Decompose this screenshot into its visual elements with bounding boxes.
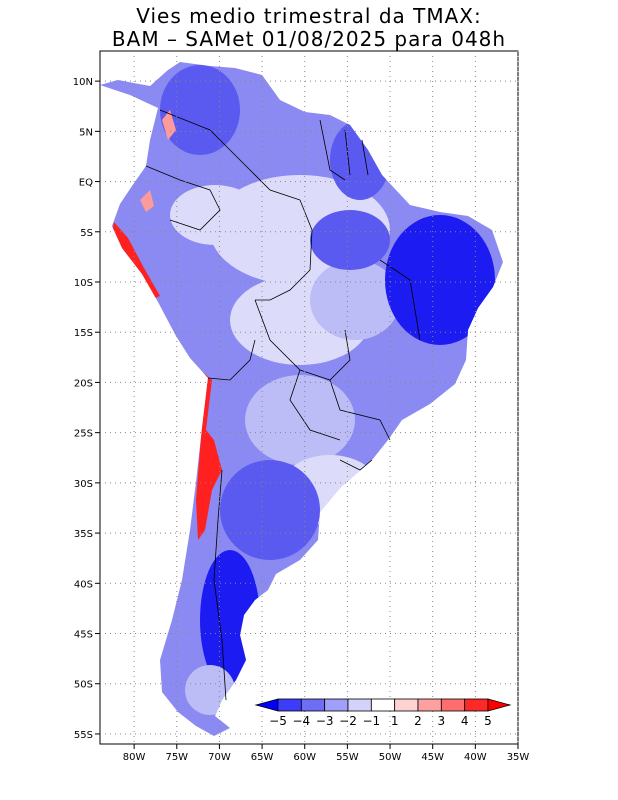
colorbar-label: 1 bbox=[391, 714, 399, 728]
lat-lon-grid bbox=[100, 51, 519, 744]
bias-region-red-colombia-andes bbox=[162, 110, 176, 140]
colorbar-box bbox=[464, 698, 489, 712]
lat-tick-label: 50S bbox=[74, 680, 93, 691]
border-colombia-venezuela bbox=[159, 109, 301, 201]
colorbar-label: 4 bbox=[461, 714, 469, 728]
lat-tick-label: 5N bbox=[79, 127, 93, 138]
border-paraguay bbox=[329, 379, 391, 441]
lon-tick-label: 60W bbox=[293, 752, 316, 763]
colorbar-label: −1 bbox=[362, 714, 380, 728]
bias-region-mid-chaco bbox=[245, 375, 355, 465]
colorbar-box bbox=[394, 698, 419, 712]
colorbar-label: 5 bbox=[484, 714, 492, 728]
bias-region-strong-para bbox=[310, 210, 390, 270]
map-title-line-2: BAM – SAMet 01/08/2025 para 048h bbox=[111, 27, 507, 51]
lon-tick-label: 35W bbox=[507, 752, 530, 763]
border-bolivia bbox=[254, 299, 351, 381]
bias-region-strong-pampas bbox=[220, 460, 320, 560]
lat-tick-label: 15S bbox=[74, 328, 93, 339]
bias-region-light-central bbox=[310, 260, 400, 340]
colorbar-box bbox=[440, 698, 466, 712]
latitude-axis: 10N 5N EQ 5S 10S 15S 20S 25S 30S 35S 40S 45S 50S 55S bbox=[73, 77, 100, 741]
longitude-axis: 80W 75W 70W 65W 60W 55W 50W 45W 40W 35W bbox=[123, 744, 530, 763]
colorbar-box bbox=[370, 698, 396, 712]
bias-field bbox=[100, 62, 503, 736]
lon-tick-label: 55W bbox=[336, 752, 359, 763]
bias-region-red-andes-chile bbox=[196, 370, 222, 540]
lat-tick-label: 5S bbox=[80, 228, 93, 239]
lon-tick-label: 70W bbox=[208, 752, 231, 763]
colorbar-extend-high bbox=[487, 698, 512, 712]
lat-tick-label: 45S bbox=[74, 630, 93, 641]
border-chile-argentina bbox=[213, 469, 227, 701]
lat-tick-label: 55S bbox=[74, 730, 93, 741]
lat-tick-label: 10S bbox=[74, 278, 93, 289]
border-guyana-suriname bbox=[344, 129, 351, 176]
border-suriname-guiana bbox=[361, 139, 369, 176]
bias-region-strong-northeast bbox=[385, 215, 495, 345]
lon-tick-label: 80W bbox=[123, 752, 146, 763]
lon-tick-label: 40W bbox=[464, 752, 487, 763]
colorbar-label: −4 bbox=[292, 714, 310, 728]
lon-tick-label: 50W bbox=[379, 752, 402, 763]
lon-tick-label: 75W bbox=[165, 752, 188, 763]
colorbar-box bbox=[324, 698, 349, 712]
map-title-line-1: Vies medio trimestral da TMAX: bbox=[136, 4, 482, 28]
lon-tick-label: 65W bbox=[251, 752, 274, 763]
lat-tick-label: 30S bbox=[74, 479, 93, 490]
bias-region-red-peru-coast bbox=[112, 222, 160, 300]
border-venezuela-guyana bbox=[319, 119, 346, 181]
lat-tick-label: 25S bbox=[74, 429, 93, 440]
bias-region-pink-ecuador bbox=[140, 190, 154, 212]
border-argentina-north bbox=[289, 369, 341, 441]
border-uruguay bbox=[339, 459, 373, 471]
colorbar-box bbox=[417, 698, 442, 712]
bias-region-strong-colombia bbox=[160, 65, 240, 155]
border-ecuador-peru bbox=[145, 165, 221, 231]
lon-tick-label: 45W bbox=[421, 752, 444, 763]
colorbar: −5 −4 −3 −2 −1 1 2 3 4 5 bbox=[254, 698, 512, 728]
lat-tick-label: EQ bbox=[79, 178, 93, 189]
border-brazil-peru-bolivia bbox=[255, 199, 313, 301]
colorbar-label: 2 bbox=[414, 714, 422, 728]
lat-tick-label: 35S bbox=[74, 529, 93, 540]
colorbar-box bbox=[347, 698, 372, 712]
lat-tick-label: 40S bbox=[74, 579, 93, 590]
lat-tick-label: 10N bbox=[73, 77, 93, 88]
colorbar-box bbox=[277, 698, 302, 712]
lat-tick-label: 20S bbox=[74, 378, 93, 389]
colorbar-label: −3 bbox=[316, 714, 334, 728]
colorbar-label: −2 bbox=[339, 714, 357, 728]
border-chile-bolivia bbox=[207, 339, 256, 381]
colorbar-label: 3 bbox=[438, 714, 446, 728]
colorbar-box bbox=[300, 698, 326, 712]
colorbar-label: −5 bbox=[269, 714, 287, 728]
